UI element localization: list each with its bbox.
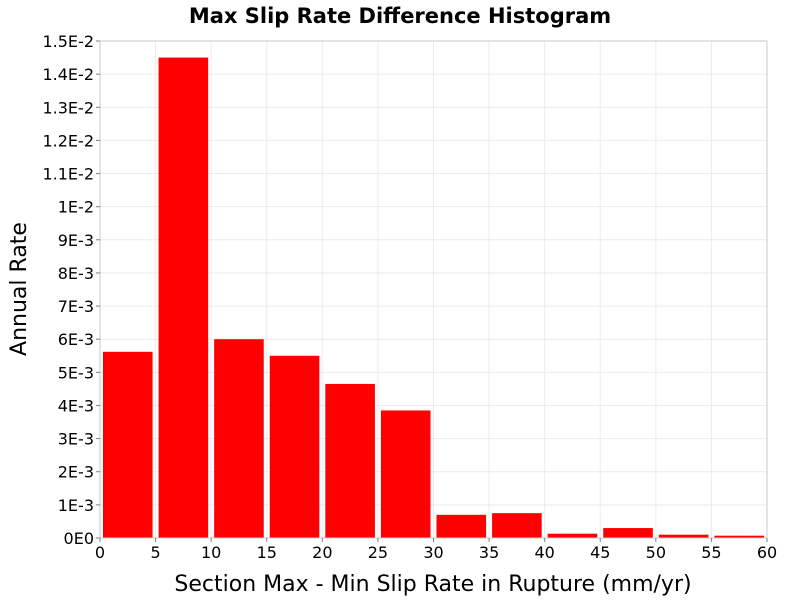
x-tick-label: 30: [423, 543, 443, 562]
x-tick-label: 35: [479, 543, 499, 562]
x-tick-label: 25: [368, 543, 388, 562]
x-tick-label: 50: [646, 543, 666, 562]
histogram-bar-5: [380, 410, 431, 538]
y-tick-label: 1.5E-2: [42, 32, 94, 51]
histogram-bars: [103, 57, 764, 539]
y-tick-label: 5E-3: [58, 363, 94, 382]
y-tick-label: 2E-3: [58, 463, 94, 482]
y-tick-label: 8E-3: [58, 264, 94, 283]
x-tick-label: 10: [201, 543, 221, 562]
y-tick-label: 1.1E-2: [42, 165, 94, 184]
y-axis: 0E0 1E-3 2E-3 3E-3 4E-3 5E-3 6E-3 7E-3 8E-3 9E-3 1…: [42, 32, 100, 548]
histogram-bar-7: [492, 513, 542, 538]
x-tick-label: 60: [757, 543, 777, 562]
x-axis-label: Section Max - Min Slip Rate in Rupture (…: [174, 572, 691, 597]
x-tick-label: 20: [312, 543, 332, 562]
y-tick-label: 1E-2: [58, 198, 94, 217]
x-tick-label: 40: [534, 543, 554, 562]
histogram-bar-0: [103, 351, 153, 538]
histogram-bar-6: [436, 514, 487, 538]
y-tick-label: 3E-3: [58, 430, 94, 449]
histogram-bar-10: [658, 534, 709, 538]
x-tick-label: 0: [95, 543, 105, 562]
x-tick-label: 5: [150, 543, 160, 562]
y-tick-label: 1.4E-2: [42, 65, 94, 84]
y-tick-label: 1.2E-2: [42, 131, 94, 150]
y-tick-label: 1E-3: [58, 496, 94, 515]
y-tick-label: 6E-3: [58, 330, 94, 349]
y-tick-label: 1.3E-2: [42, 98, 94, 117]
x-tick-label: 15: [257, 543, 277, 562]
x-tick-label: 55: [701, 543, 721, 562]
x-axis: 0 5 10 15 20 25 30 35 40 45 50 55 60: [95, 538, 777, 562]
histogram-bar-9: [603, 528, 653, 538]
histogram-bar-4: [325, 383, 375, 538]
y-tick-label: 4E-3: [58, 396, 94, 415]
y-axis-label: Annual Rate: [7, 222, 32, 356]
histogram-bar-2: [214, 339, 264, 538]
y-tick-label: 0E0: [64, 529, 94, 548]
y-tick-label: 9E-3: [58, 231, 94, 250]
chart-title: Max Slip Rate Difference Histogram: [189, 4, 611, 28]
y-tick-label: 7E-3: [58, 297, 94, 316]
histogram-bar-11: [714, 535, 764, 538]
histogram-bar-1: [158, 57, 209, 539]
histogram-bar-8: [547, 533, 598, 538]
histogram-bar-3: [269, 355, 320, 538]
x-tick-label: 45: [590, 543, 610, 562]
